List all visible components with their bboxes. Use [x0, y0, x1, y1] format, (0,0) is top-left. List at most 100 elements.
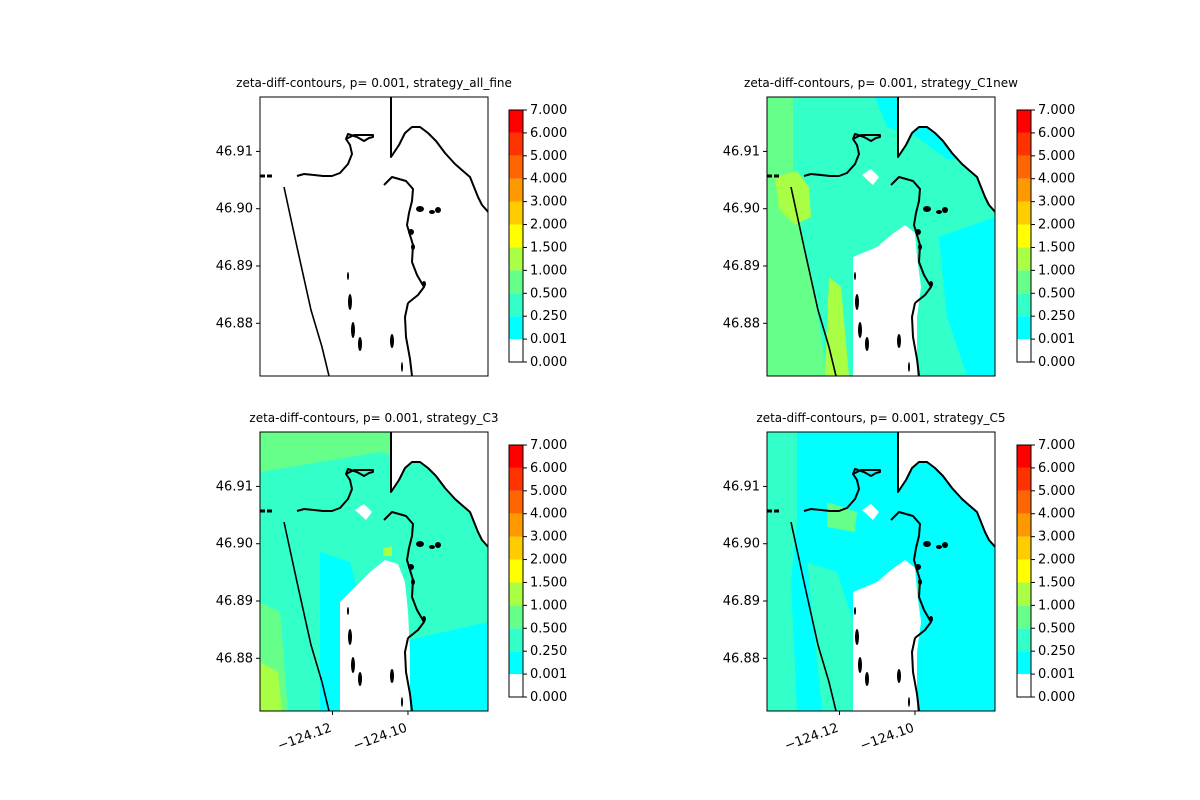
- panel-strategy-c1new: zeta-diff-contours, p= 0.001, strategy_C…: [723, 76, 1075, 377]
- colorbar-segment: [1017, 559, 1031, 583]
- transect-line: [790, 521, 837, 711]
- colorbar-tick-label: 0.500: [530, 621, 567, 636]
- colorbar-segment: [1017, 674, 1031, 697]
- colorbar-tick-label: 3.000: [1038, 530, 1075, 545]
- colorbar-segment: [1017, 201, 1031, 225]
- dry-area: [853, 560, 921, 711]
- colorbar-tick-label: 1.000: [530, 263, 567, 278]
- colorbar-segment: [1017, 293, 1031, 317]
- island-marker: [390, 669, 394, 683]
- island-marker: [411, 244, 415, 250]
- contour-region: [383, 546, 392, 556]
- colorbar-tick-label: 3.000: [1038, 195, 1075, 210]
- colorbar-tick-label: 0.250: [1038, 644, 1075, 659]
- y-tick-label: 46.88: [216, 651, 253, 666]
- colorbar-tick-label: 6.000: [1038, 126, 1075, 141]
- contour-region: [825, 277, 849, 376]
- colorbar-segment: [509, 339, 523, 362]
- island-marker: [923, 206, 931, 212]
- y-tick-label: 46.88: [723, 316, 760, 331]
- colorbar-segment: [509, 201, 523, 225]
- colorbar-segment: [1017, 224, 1031, 248]
- colorbar-segment: [1017, 513, 1031, 537]
- colorbar-tick-label: 0.250: [530, 644, 567, 659]
- colorbar-tick-label: 4.000: [1038, 507, 1075, 522]
- colorbar-segment: [1017, 445, 1031, 468]
- contour-region: [400, 622, 488, 711]
- coastline: [803, 133, 881, 177]
- colorbar-frame: [1016, 444, 1032, 698]
- island-marker: [897, 669, 901, 683]
- y-axis: 46.88 46.89 46.90 46.91: [723, 479, 767, 666]
- island-marker: [858, 657, 862, 673]
- colorbar-tick-label: 5.000: [1038, 149, 1075, 164]
- island-marker: [858, 322, 862, 338]
- map-plot: [766, 431, 996, 712]
- island-marker: [854, 607, 856, 615]
- island-marker: [918, 579, 922, 585]
- transect-line: [790, 186, 837, 376]
- coastline: [803, 468, 881, 512]
- island-marker: [865, 672, 869, 686]
- colorbar-segment: [509, 247, 523, 271]
- contour-region: [807, 562, 862, 711]
- island-marker: [408, 564, 414, 570]
- island-marker: [358, 672, 362, 686]
- island-marker: [855, 629, 859, 645]
- colorbar-tick-label: 4.000: [530, 172, 567, 187]
- y-tick-label: 46.91: [723, 479, 760, 494]
- colorbar-tick-label: 1.000: [1038, 598, 1075, 613]
- island-marker: [854, 272, 856, 280]
- island-marker: [435, 207, 441, 213]
- island-marker: [390, 334, 394, 348]
- island-marker: [936, 210, 942, 214]
- colorbar-tick-label: 2.000: [1038, 218, 1075, 233]
- colorbar-segment: [1017, 582, 1031, 606]
- map-plot: [766, 96, 996, 377]
- colorbar-tick-label: 7.000: [530, 103, 567, 118]
- island-marker: [942, 542, 948, 548]
- island-marker: [401, 362, 403, 372]
- colorbar-segment: [509, 536, 523, 560]
- colorbar-segment: [509, 178, 523, 202]
- colorbar-segment: [1017, 178, 1031, 202]
- island-marker: [422, 281, 426, 287]
- colorbar-tick-label: 4.000: [530, 507, 567, 522]
- colorbar-tick-label: 5.000: [530, 484, 567, 499]
- contour-region: [767, 432, 797, 711]
- coastline: [296, 468, 374, 512]
- dry-area: [355, 504, 372, 520]
- y-tick-label: 46.89: [216, 259, 253, 274]
- y-tick-label: 46.89: [216, 594, 253, 609]
- plot-frame: [259, 96, 489, 377]
- island-marker: [351, 657, 355, 673]
- island-marker: [422, 616, 426, 622]
- y-axis: 46.88 46.89 46.90 46.91: [216, 479, 260, 666]
- island-marker: [865, 337, 869, 351]
- panel-title: zeta-diff-contours, p= 0.001, strategy_C…: [249, 411, 498, 425]
- coastline: [390, 97, 488, 214]
- colorbar-segment: [509, 316, 523, 340]
- colorbar-tick-label: 0.500: [530, 286, 567, 301]
- island-marker: [401, 697, 403, 707]
- panel-strategy-c5: zeta-diff-contours, p= 0.001, strategy_C…: [723, 411, 1075, 754]
- island-marker: [351, 322, 355, 338]
- island-marker: [348, 294, 352, 310]
- colorbar-tick-label: 0.001: [1038, 667, 1075, 682]
- colorbar-tick-label: 3.000: [530, 530, 567, 545]
- colorbar-segment: [1017, 490, 1031, 514]
- contour-region: [939, 217, 995, 376]
- colorbar-segment: [509, 293, 523, 317]
- colorbar-tick-label: 1.000: [1038, 263, 1075, 278]
- island-marker: [897, 334, 901, 348]
- panel-strategy-all-fine: zeta-diff-contours, p= 0.001, strategy_a…: [216, 76, 567, 377]
- coastline: [911, 302, 920, 376]
- y-tick-label: 46.89: [723, 259, 760, 274]
- colorbar-segment: [509, 582, 523, 606]
- island-marker: [942, 207, 948, 213]
- colorbar-tick-label: 2.000: [1038, 553, 1075, 568]
- plot-frame: [259, 431, 489, 712]
- colorbar-segment: [509, 559, 523, 583]
- colorbar-segment: [509, 651, 523, 675]
- colorbar-segment: [1017, 467, 1031, 491]
